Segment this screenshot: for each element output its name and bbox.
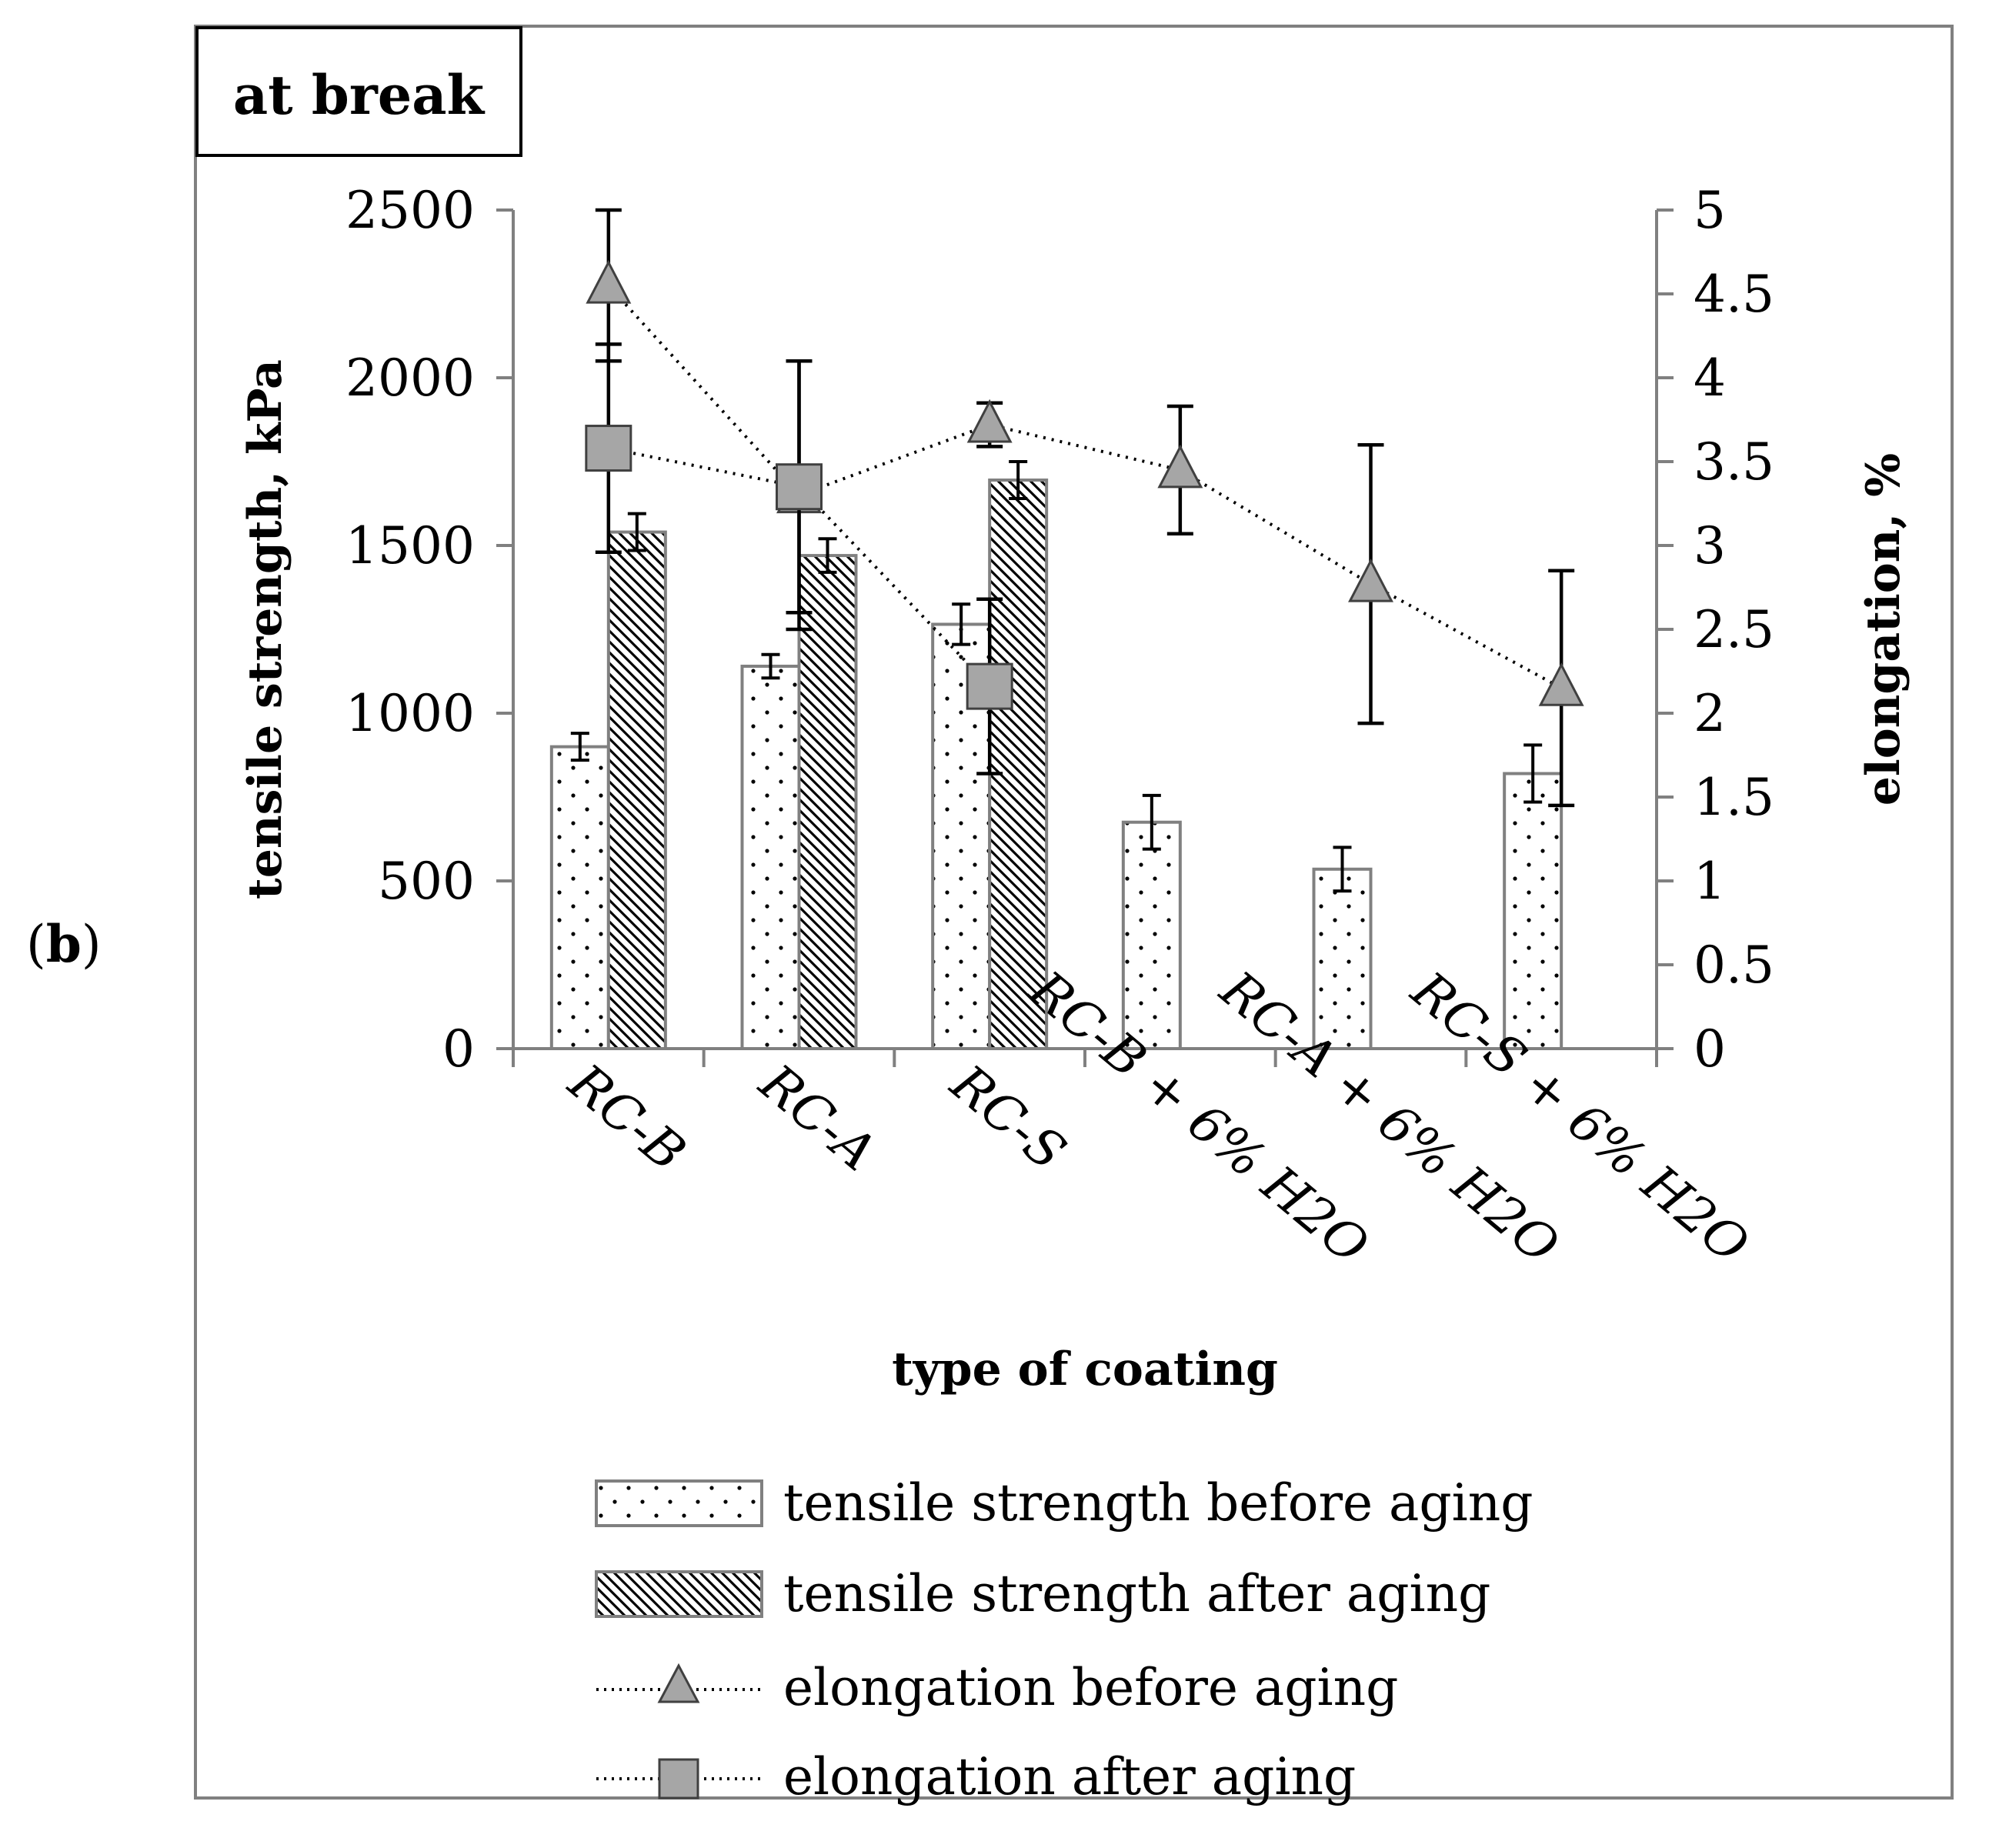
- panel-label-letter: b: [46, 914, 82, 974]
- legend-label-elongation-after: elongation after aging: [783, 1747, 1356, 1806]
- marker-triangle-5: [1538, 662, 1584, 706]
- y2-tick-label-6: 3: [1694, 516, 1726, 575]
- bar-s0-5: [1503, 772, 1564, 1050]
- bar-s0-0: [549, 745, 610, 1050]
- y2-tick-label-3: 1.5: [1694, 768, 1774, 827]
- panel-label-close: ): [82, 915, 102, 974]
- marker-triangle-3: [1157, 444, 1203, 489]
- legend-triangle-marker: [657, 1663, 700, 1703]
- y-tick-label-4: 2000: [345, 349, 475, 408]
- category-label-5: RC-S + 6% H2O: [1400, 960, 1760, 1276]
- y-ticks-right: 0 0.5 1 1.5 2 2.5 3 3.5 4 4.5 5: [1657, 181, 1774, 1079]
- x-axis-title: type of coating: [892, 1343, 1278, 1396]
- y2-tick-label-5: 2.5: [1694, 600, 1774, 659]
- title-box: [195, 26, 522, 157]
- marker-triangle-4: [1348, 558, 1393, 602]
- bar-s0-3: [1121, 820, 1182, 1050]
- x-ticks: [512, 1049, 1658, 1067]
- y-ticks-left: 0 500 1000 1500 2000 2500: [345, 181, 513, 1079]
- y-tick-label-0: 0: [442, 1019, 475, 1079]
- y2-tick-label-7: 3.5: [1694, 432, 1774, 492]
- y2-tick-label-1: 0.5: [1694, 936, 1774, 995]
- y-tick-label-3: 1500: [345, 516, 475, 575]
- category-label-1: RC-A: [748, 1052, 887, 1183]
- y2-tick-label-4: 2: [1694, 684, 1726, 743]
- legend-label-elongation-before: elongation before aging: [783, 1658, 1398, 1717]
- marker-square-1: [776, 463, 823, 511]
- y2-tick-label-0: 0: [1694, 1019, 1726, 1079]
- panel-label-open: (: [26, 915, 46, 974]
- bar-s1-0: [606, 530, 667, 1050]
- legend-swatch-after-aging: [595, 1570, 763, 1618]
- y-tick-label-5: 2500: [345, 181, 475, 240]
- y2-tick-label-8: 4: [1694, 349, 1726, 408]
- marker-triangle-2: [966, 399, 1013, 443]
- bar-s0-4: [1312, 867, 1373, 1050]
- marker-square-2: [966, 662, 1013, 710]
- legend-label-tensile-after: tensile strength after aging: [783, 1564, 1490, 1623]
- marker-triangle-0: [586, 259, 632, 304]
- line-s2: [607, 284, 1563, 690]
- y-tick-label-2: 1000: [345, 684, 475, 743]
- legend: tensile strength before aging tensile st…: [595, 1473, 1533, 1806]
- chart-title: at break: [233, 63, 486, 127]
- legend-square-marker: [658, 1758, 699, 1800]
- y2-tick-label-9: 4.5: [1694, 265, 1774, 324]
- legend-label-tensile-before: tensile strength before aging: [783, 1473, 1533, 1533]
- marker-square-0: [585, 425, 632, 472]
- y-tick-label-1: 500: [378, 852, 475, 911]
- bar-s1-1: [797, 554, 858, 1050]
- panel-label: (b): [26, 914, 102, 974]
- y-axis-title-left: tensile strength, kPa: [239, 359, 292, 899]
- bar-s0-1: [740, 664, 801, 1051]
- category-label-2: RC-S: [939, 1053, 1077, 1182]
- lines: [585, 208, 1584, 808]
- y-axis-title-right: elongation, %: [1857, 453, 1911, 806]
- legend-swatch-before-aging: [595, 1479, 763, 1527]
- bar-s1-2: [988, 478, 1049, 1050]
- y2-tick-label-10: 5: [1694, 181, 1726, 240]
- chart-frame: [194, 25, 1954, 1800]
- y2-tick-label-2: 1: [1694, 852, 1726, 911]
- category-label-0: RC-B: [557, 1052, 696, 1183]
